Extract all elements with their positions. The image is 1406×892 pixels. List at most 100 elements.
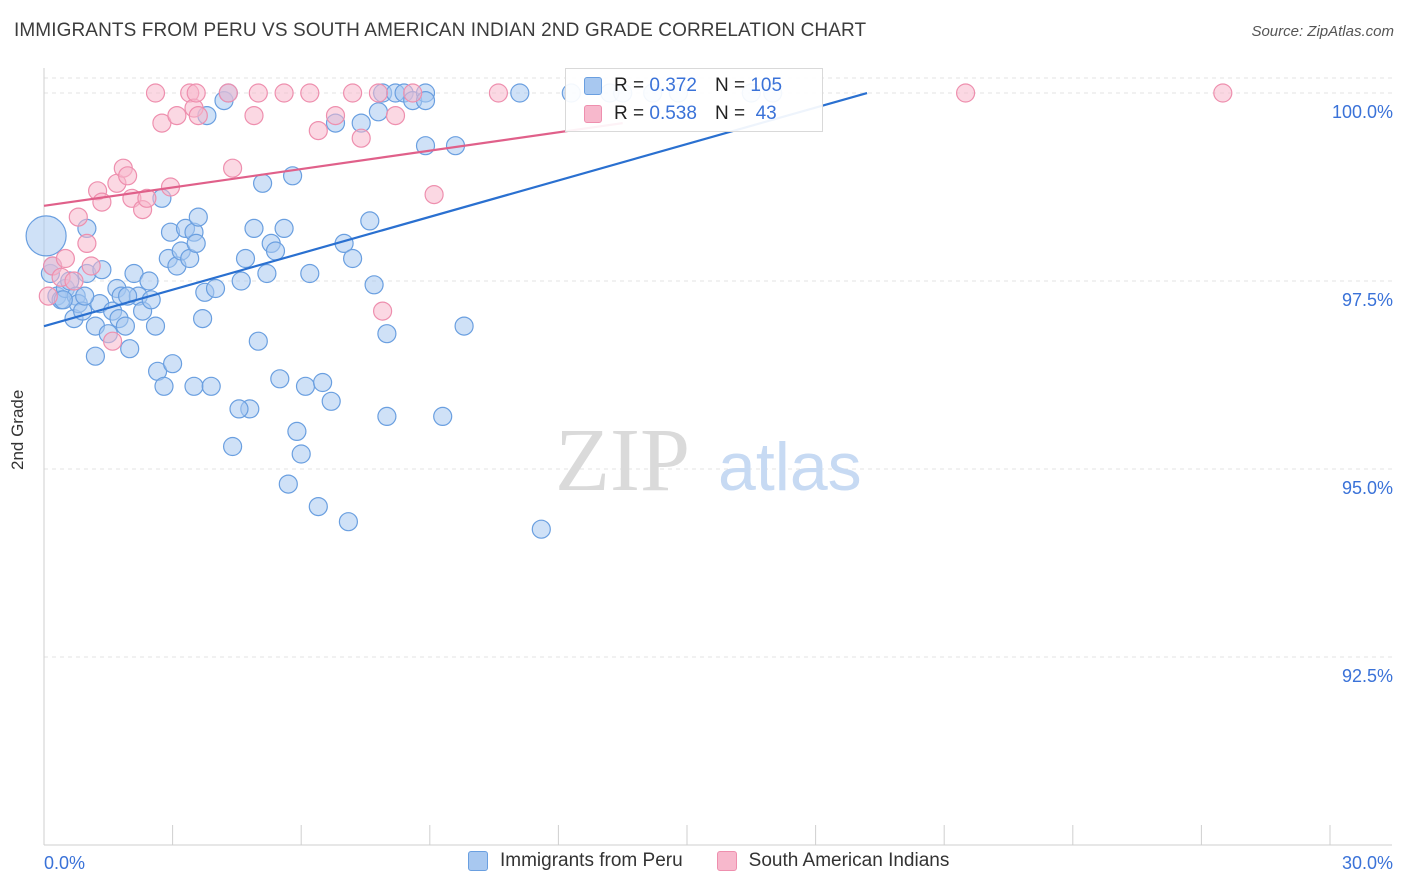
peru-point (154, 376, 174, 396)
peru-point (257, 263, 277, 284)
peru-point (244, 218, 264, 238)
y-tick-label: 92.5% (1342, 666, 1393, 686)
indians-point (1213, 83, 1233, 103)
peru-point (377, 324, 397, 344)
indians-point (145, 83, 166, 103)
indians-point (488, 83, 508, 103)
peru-point (270, 369, 290, 389)
peru-point (193, 309, 213, 329)
peru-point (120, 339, 140, 359)
series-legend: Immigrants from Peru South American Indi… (468, 850, 983, 872)
peru-point (278, 474, 298, 494)
peru-point (343, 248, 363, 269)
legend-row-peru: R = 0.372 N = 105 (584, 73, 782, 99)
peru-point (145, 316, 166, 336)
peru-point (300, 263, 320, 284)
indians-point (167, 105, 187, 126)
peru-point (291, 444, 311, 464)
legend-r-label: R = (614, 103, 645, 124)
legend-r-value: 0.538 (649, 103, 697, 124)
peru-point (25, 215, 67, 257)
y-tick-label: 97.5% (1342, 290, 1393, 310)
legend-label-indians: South American Indians (748, 850, 950, 871)
peru-point (360, 211, 380, 231)
peru-point (295, 376, 316, 396)
watermark-zip: ZIP (555, 411, 690, 510)
peru-point (124, 263, 144, 284)
source-label: Source: ZipAtlas.com (1251, 23, 1394, 40)
indians-point (403, 83, 423, 103)
indians-point (223, 158, 243, 178)
peru-point (287, 421, 307, 441)
peru-point (139, 271, 159, 291)
peru-point (201, 376, 221, 396)
peru-point (531, 519, 551, 539)
indians-point (64, 271, 84, 291)
legend-r-value: 0.372 (649, 75, 697, 96)
legend-item-peru[interactable]: Immigrants from Peru (468, 850, 683, 872)
peru-point (163, 354, 183, 374)
legend-r-label: R = (614, 75, 645, 96)
legend-n-value: 43 (755, 103, 777, 124)
legend-label-peru: Immigrants from Peru (500, 850, 683, 871)
indians-point (38, 286, 58, 306)
x-tick-label: 30.0% (1342, 853, 1393, 873)
peru-point (253, 173, 273, 193)
indians-point (373, 301, 393, 321)
chart-title: IMMIGRANTS FROM PERU VS SOUTH AMERICAN I… (14, 20, 867, 41)
indians-point (308, 121, 328, 141)
indians-point (325, 105, 346, 126)
y-tick-label: 100.0% (1332, 102, 1393, 122)
peru-point (231, 271, 251, 291)
peru-point (85, 346, 106, 366)
peru-point (223, 436, 243, 457)
peru-point (115, 316, 136, 336)
x-tick-labels: 0.0% 30.0% (44, 853, 1393, 873)
peru-point (186, 233, 206, 253)
indians-point (368, 83, 388, 103)
peru-point (308, 497, 328, 517)
indians-point (186, 83, 206, 103)
y-tick-labels: 92.5% 95.0% 97.5% 100.0% (1332, 102, 1393, 686)
axes (43, 68, 1392, 846)
indians-point (218, 83, 238, 103)
indians-point (274, 83, 294, 103)
legend-n-label: N = (714, 103, 746, 124)
legend-item-indians[interactable]: South American Indians (716, 850, 950, 872)
peru-point (510, 83, 530, 103)
indians-point (351, 128, 371, 148)
indians-point (68, 207, 88, 227)
grid-lines (44, 77, 1392, 658)
indians-point (385, 105, 406, 126)
peru-point (433, 406, 453, 426)
indians-point (137, 188, 157, 208)
indians-point (188, 105, 208, 126)
watermark-atlas: atlas (718, 429, 862, 505)
peru-point (454, 316, 474, 336)
peru-point (75, 286, 95, 306)
peru-point (321, 391, 341, 411)
indians-trend-line (43, 122, 623, 207)
legend-swatch-indians (716, 851, 737, 871)
peru-point (338, 512, 358, 532)
peru-point (377, 406, 397, 426)
indians-point (152, 113, 172, 133)
legend-n-value: 105 (750, 75, 783, 96)
indians-point (343, 83, 363, 103)
peru-point (368, 102, 388, 122)
peru-point (235, 248, 256, 269)
indians-point (300, 83, 320, 103)
peru-point (274, 218, 294, 238)
watermark: ZIP atlas (555, 411, 862, 510)
peru-point (265, 241, 286, 261)
indians-point (77, 233, 97, 253)
indians-point (248, 83, 268, 103)
peru-point (188, 207, 208, 227)
y-tick-label: 95.0% (1342, 478, 1393, 498)
indians-point (81, 256, 101, 276)
legend-swatch-peru (468, 851, 488, 871)
indians-point (955, 83, 976, 103)
indians-point (102, 331, 123, 351)
peru-point (184, 376, 204, 396)
